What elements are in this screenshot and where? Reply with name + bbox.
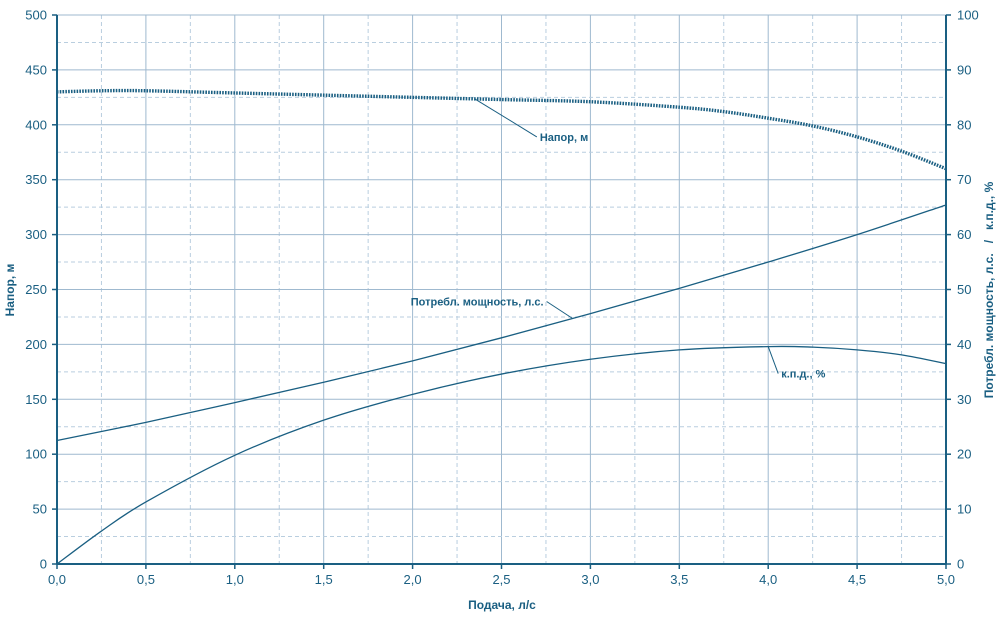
y-left-tick-label: 400	[25, 117, 47, 132]
series-annotation-label: к.п.д., %	[781, 369, 825, 381]
x-tick-label: 4,0	[759, 572, 777, 587]
chart-series	[56, 88, 947, 565]
y-left-tick-label: 450	[25, 62, 47, 77]
x-tick-label: 0,5	[137, 572, 155, 587]
x-tick-label: 1,5	[315, 572, 333, 587]
y-left-tick-label: 0	[40, 557, 47, 572]
y-left-tick-label: 350	[25, 172, 47, 187]
annotation-leader-line	[767, 346, 779, 374]
y-right-tick-label: 30	[957, 392, 971, 407]
x-tick-label: 3,5	[670, 572, 688, 587]
x-tick-label: 0,0	[48, 572, 66, 587]
y-left-tick-label: 300	[25, 227, 47, 242]
y-right-tick-label: 60	[957, 227, 971, 242]
chart-annotations: Напор, м Потребл. мощность, л.с. к.п.д., %	[411, 98, 826, 381]
y-left-tick-label: 250	[25, 282, 47, 297]
x-tick-label: 2,0	[404, 572, 422, 587]
y-left-tick-label: 50	[33, 502, 47, 517]
series-annotation-label: Потребл. мощность, л.с.	[411, 296, 544, 308]
efficiency-curve	[56, 345, 947, 565]
y-right-tick-label: 100	[957, 8, 979, 23]
chart-axes	[52, 14, 951, 569]
y-left-tick-label: 500	[25, 8, 47, 23]
y-right-tick-label: 20	[957, 447, 971, 462]
y-right-tick-label: 50	[957, 282, 971, 297]
chart-grid	[57, 15, 946, 564]
y-left-axis-title: Напор, м	[3, 263, 17, 316]
chart-tick-labels: 0,0 0,5 1,0 1,5 2,0 2,5 3,0 3,5 4,0 4,5 5,00501001…	[25, 8, 978, 588]
y-right-tick-label: 80	[957, 117, 971, 132]
power-curve	[56, 204, 947, 442]
annotation-leader-line	[546, 301, 573, 319]
y-left-tick-label: 100	[25, 447, 47, 462]
head-curve	[56, 88, 947, 171]
y-right-tick-label: 10	[957, 502, 971, 517]
x-tick-label: 4,5	[848, 572, 866, 587]
y-right-tick-label: 90	[957, 62, 971, 77]
x-tick-label: 2,5	[492, 572, 510, 587]
y-right-tick-label: 40	[957, 337, 971, 352]
annotation-leader-line	[474, 98, 538, 138]
y-right-tick-label: 0	[957, 557, 964, 572]
x-axis-title: Подача, л/с	[468, 598, 536, 612]
y-left-tick-label: 150	[25, 392, 47, 407]
y-right-axis-title: Потребл. мощность, л.с. / к.п.д., %	[982, 181, 996, 398]
y-right-tick-label: 70	[957, 172, 971, 187]
x-tick-label: 5,0	[937, 572, 955, 587]
x-tick-label: 3,0	[581, 572, 599, 587]
x-tick-label: 1,0	[226, 572, 244, 587]
series-annotation-label: Напор, м	[540, 132, 588, 144]
y-left-tick-label: 200	[25, 337, 47, 352]
